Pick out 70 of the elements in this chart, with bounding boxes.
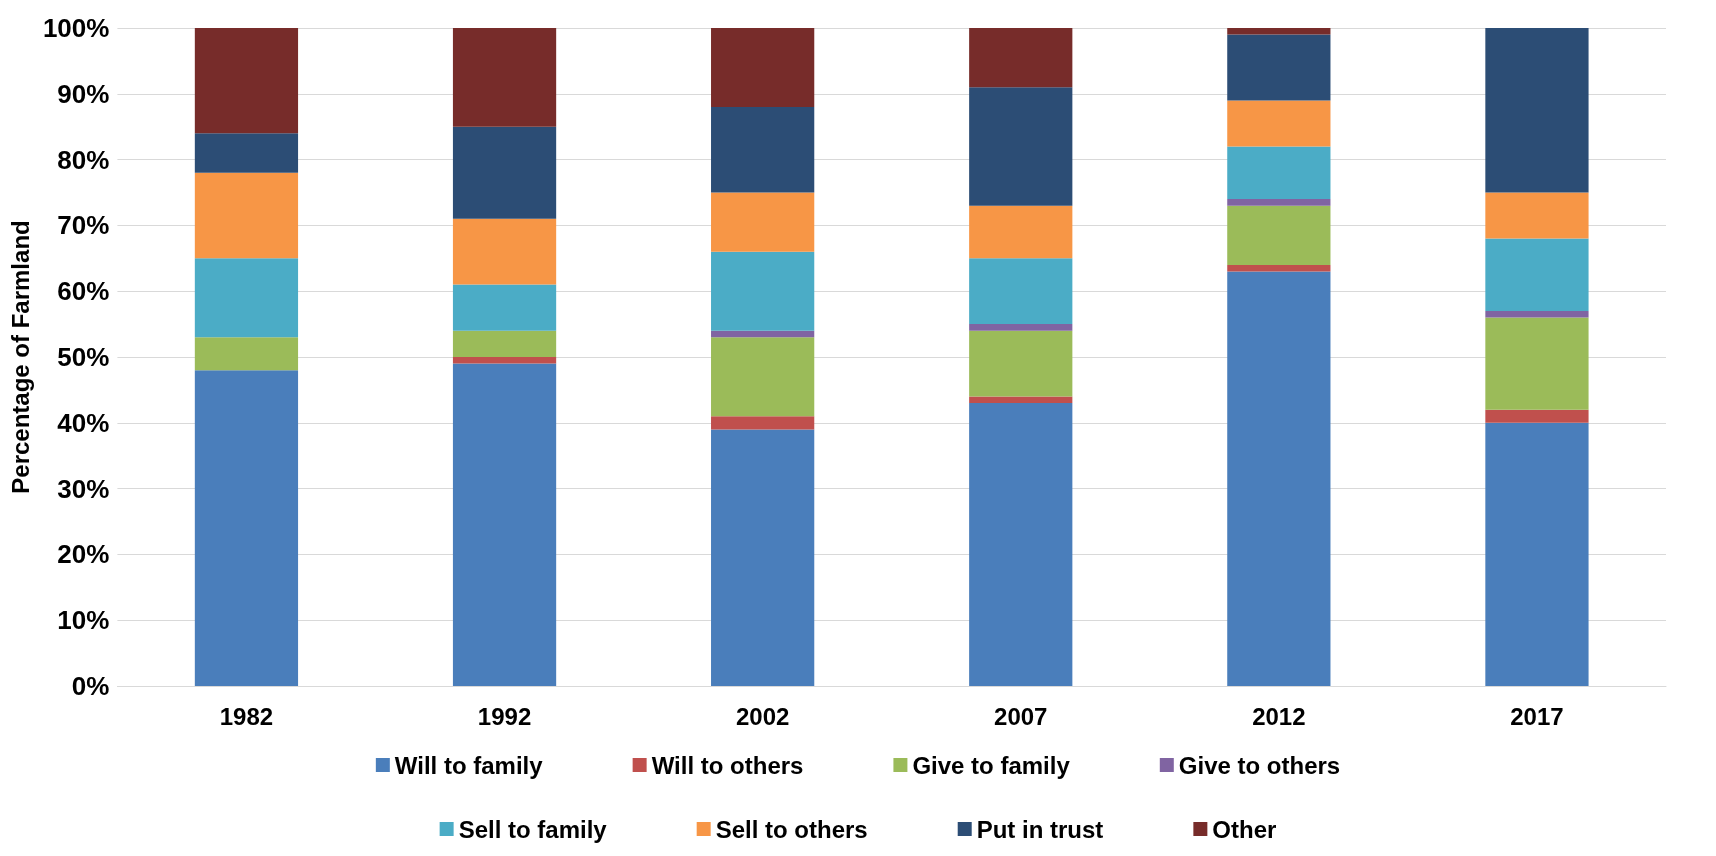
bar xyxy=(711,337,815,417)
x-tick-label: 1992 xyxy=(477,702,532,730)
y-tick-label: 100% xyxy=(42,13,110,43)
bar xyxy=(969,205,1073,259)
bar xyxy=(1227,264,1331,272)
bar xyxy=(711,251,815,331)
y-tick-label: 10% xyxy=(57,605,110,636)
bar xyxy=(194,172,299,259)
legend-label: Other xyxy=(1212,815,1277,843)
bar xyxy=(1227,34,1331,101)
bar xyxy=(1485,310,1589,318)
bar xyxy=(969,403,1073,686)
bar xyxy=(452,330,557,357)
bar xyxy=(1227,100,1331,147)
legend-label: Give to others xyxy=(1178,751,1341,779)
y-axis-title: Percentage of Farmland xyxy=(6,220,34,494)
legend-label: Will to family xyxy=(394,751,544,779)
legend-label: Put in trust xyxy=(976,815,1104,843)
bar xyxy=(1485,317,1589,410)
x-tick-label: 2002 xyxy=(735,702,790,730)
bar xyxy=(711,429,815,686)
x-tick-label: 2007 xyxy=(994,702,1048,730)
y-tick-label: 0% xyxy=(71,671,110,701)
legend-label: Sell to others xyxy=(715,815,868,843)
y-tick-label: 80% xyxy=(57,144,110,175)
bar xyxy=(194,133,299,173)
bar xyxy=(1227,199,1331,206)
y-tick-label: 70% xyxy=(57,210,110,241)
y-tick-label: 50% xyxy=(57,342,110,372)
bar xyxy=(1485,192,1589,239)
bar xyxy=(452,363,557,686)
bar xyxy=(711,192,815,252)
bar xyxy=(194,370,299,686)
bar xyxy=(711,330,815,338)
y-tick-label: 40% xyxy=(57,407,110,438)
bar xyxy=(194,28,299,134)
bar xyxy=(1227,205,1331,265)
bar xyxy=(1227,146,1331,200)
bar xyxy=(969,324,1073,331)
bar xyxy=(1485,238,1589,311)
bar xyxy=(1485,28,1589,193)
x-tick-label: 1982 xyxy=(219,702,274,730)
bar xyxy=(194,258,299,338)
bar xyxy=(452,28,557,127)
bar xyxy=(1485,409,1589,423)
y-tick-label: 60% xyxy=(57,276,110,307)
bar xyxy=(711,106,815,193)
bar xyxy=(969,258,1073,325)
legend-label: Give to family xyxy=(912,751,1071,779)
bar xyxy=(452,218,557,285)
bar xyxy=(452,357,557,364)
bar xyxy=(969,396,1073,404)
bar xyxy=(1227,271,1331,686)
bar xyxy=(969,87,1073,206)
bar xyxy=(1485,422,1589,686)
bar xyxy=(711,416,815,430)
bar xyxy=(969,330,1073,397)
y-tick-label: 20% xyxy=(57,539,110,570)
y-tick-label: 90% xyxy=(57,78,110,109)
bar xyxy=(1227,28,1331,35)
bar xyxy=(711,28,815,107)
bar xyxy=(969,28,1073,88)
y-tick-label: 30% xyxy=(57,473,110,504)
x-tick-label: 2012 xyxy=(1252,702,1306,730)
legend-label: Will to others xyxy=(651,751,804,779)
x-tick-label: 2017 xyxy=(1510,702,1564,730)
bar xyxy=(194,337,299,371)
legend-label: Sell to family xyxy=(458,815,608,843)
bar xyxy=(452,284,557,331)
bar xyxy=(452,126,557,219)
